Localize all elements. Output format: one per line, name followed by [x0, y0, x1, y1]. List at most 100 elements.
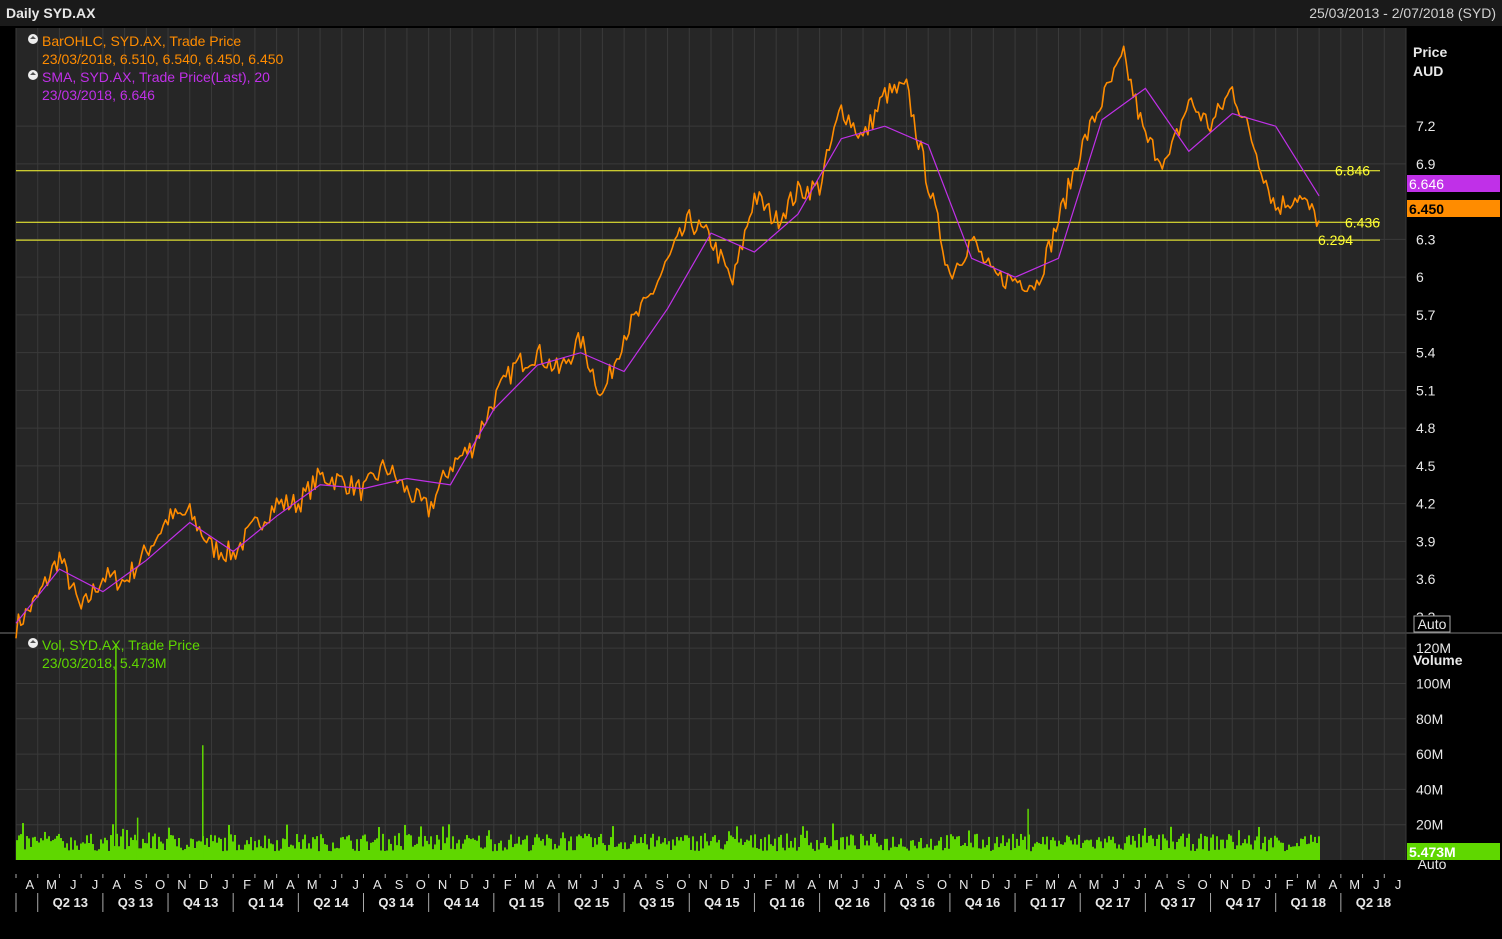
price-tick-label: 4.2	[1416, 496, 1436, 512]
month-label: A	[807, 877, 816, 892]
quarter-label: Q4 16	[965, 895, 1000, 910]
legend-ohlc-values: 23/03/2018, 6.510, 6.540, 6.450, 6.450	[42, 51, 284, 67]
month-label: J	[613, 877, 620, 892]
quarter-label: Q2 15	[574, 895, 609, 910]
month-label: F	[1286, 877, 1294, 892]
quarter-label: Q2 14	[313, 895, 349, 910]
month-label: J	[591, 877, 598, 892]
price-tick-label: 6	[1416, 269, 1424, 285]
month-label: J	[92, 877, 99, 892]
month-label: F	[504, 877, 512, 892]
month-label: J	[352, 877, 359, 892]
quarter-label: Q1 14	[248, 895, 284, 910]
price-legend: BarOHLC, SYD.AX, Trade Price 23/03/2018,…	[28, 33, 284, 103]
month-label: J	[852, 877, 859, 892]
month-label: A	[894, 877, 903, 892]
volume-tick-label: 60M	[1416, 746, 1443, 762]
legend-sma-values: 23/03/2018, 6.646	[42, 87, 155, 103]
month-label: A	[1155, 877, 1164, 892]
month-label: J	[1373, 877, 1380, 892]
legend-volume-title: Vol, SYD.AX, Trade Price	[42, 637, 200, 653]
quarter-label: Q3 14	[378, 895, 414, 910]
quarter-label: Q1 18	[1291, 895, 1326, 910]
month-label: N	[438, 877, 447, 892]
month-label: O	[155, 877, 165, 892]
price-axis[interactable]: Price AUD 3.33.63.94.24.54.85.15.45.766.…	[1413, 44, 1451, 633]
month-label: F	[764, 877, 772, 892]
level-label: 6.846	[1335, 163, 1370, 179]
volume-bars	[16, 644, 1320, 860]
volume-tick-label: 120M	[1416, 640, 1451, 656]
price-last-marker	[1407, 200, 1500, 217]
price-tick-label: 6.9	[1416, 156, 1436, 172]
legend-arrow-icon	[30, 72, 36, 75]
month-label: N	[177, 877, 186, 892]
price-series	[15, 45, 1320, 639]
legend-volume-values: 23/03/2018, 5.473M	[42, 655, 167, 671]
price-tick-label: 4.8	[1416, 420, 1436, 436]
price-last-value: 6.450	[1409, 201, 1444, 217]
quarter-label: Q4 15	[704, 895, 739, 910]
price-tick-label: 7.2	[1416, 118, 1436, 134]
month-label: A	[1068, 877, 1077, 892]
month-label: J	[1265, 877, 1272, 892]
month-label: J	[874, 877, 881, 892]
month-label: J	[222, 877, 229, 892]
month-label: M	[46, 877, 57, 892]
month-label: M	[1089, 877, 1100, 892]
volume-tick-label: 20M	[1416, 817, 1443, 833]
price-axis-unit: AUD	[1413, 63, 1443, 79]
month-label: M	[1349, 877, 1360, 892]
quarter-label: Q4 13	[183, 895, 218, 910]
month-label: J	[743, 877, 750, 892]
month-label: M	[307, 877, 318, 892]
month-label: J	[1004, 877, 1011, 892]
quarter-label: Q2 17	[1095, 895, 1130, 910]
quarter-label: Q2 13	[53, 895, 88, 910]
month-label: J	[70, 877, 77, 892]
month-label: J	[1395, 877, 1402, 892]
month-label: S	[916, 877, 925, 892]
sma-last-value: 6.646	[1409, 176, 1444, 192]
month-label: A	[1329, 877, 1338, 892]
quarter-label: Q3 16	[900, 895, 935, 910]
month-label: J	[483, 877, 490, 892]
grid-lines	[15, 28, 1407, 860]
price-auto-label[interactable]: Auto	[1418, 616, 1447, 632]
price-tick-label: 5.4	[1416, 345, 1436, 361]
month-label: A	[547, 877, 556, 892]
month-label: D	[981, 877, 990, 892]
price-tick-label: 4.5	[1416, 458, 1436, 474]
month-label: D	[460, 877, 469, 892]
title-bar	[0, 0, 1502, 26]
month-label: S	[655, 877, 664, 892]
quarter-label: Q2 18	[1356, 895, 1391, 910]
month-label: A	[373, 877, 382, 892]
quarter-label: Q3 17	[1160, 895, 1195, 910]
month-label: D	[199, 877, 208, 892]
legend-ohlc-title: BarOHLC, SYD.AX, Trade Price	[42, 33, 241, 49]
price-auto-button[interactable]	[1413, 615, 1451, 633]
month-label: J	[331, 877, 338, 892]
level-label: 6.294	[1318, 232, 1353, 248]
volume-tick-label: 40M	[1416, 781, 1443, 797]
chart-title: Daily SYD.AX	[6, 5, 96, 21]
quarter-label: Q1 16	[769, 895, 804, 910]
price-tick-label: 5.7	[1416, 307, 1436, 323]
month-label: M	[524, 877, 535, 892]
volume-tick-label: 100M	[1416, 675, 1451, 691]
price-tick-label: 6.3	[1416, 231, 1436, 247]
volume-legend: Vol, SYD.AX, Trade Price 23/03/2018, 5.4…	[28, 637, 200, 671]
time-axis-band[interactable]	[0, 872, 1502, 934]
month-label: F	[243, 877, 251, 892]
price-tick-label: 3.9	[1416, 533, 1436, 549]
price-tick-label: 5.1	[1416, 382, 1436, 398]
month-label: A	[634, 877, 643, 892]
quarter-label: Q3 15	[639, 895, 674, 910]
month-label: N	[1220, 877, 1229, 892]
quarter-label: Q4 14	[444, 895, 480, 910]
month-label: O	[416, 877, 426, 892]
